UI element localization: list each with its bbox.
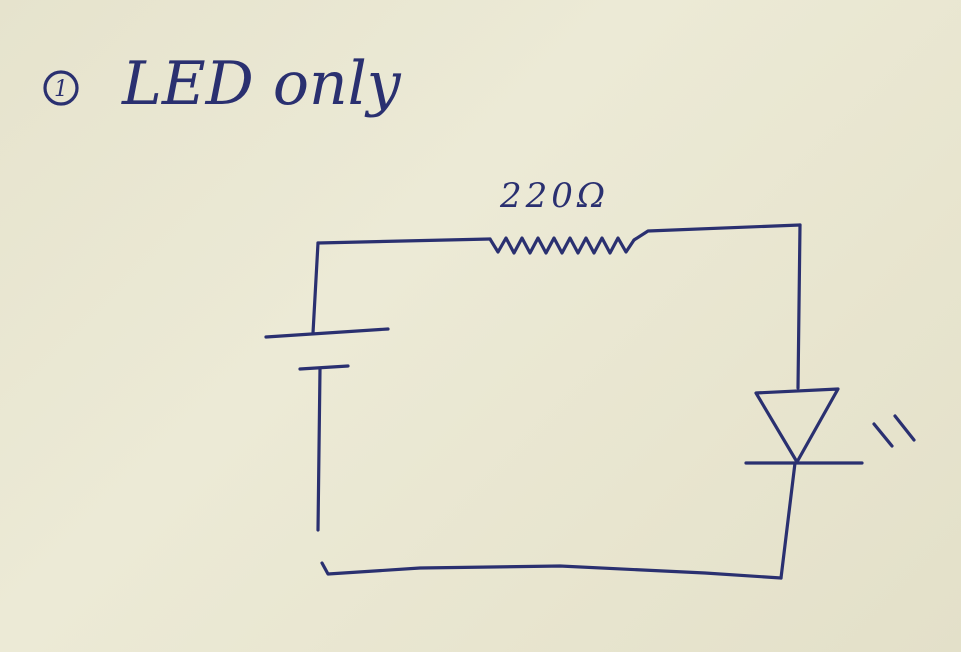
resistor-symbol <box>488 236 636 255</box>
wire-right-lower <box>779 461 797 580</box>
led-triangle <box>754 387 840 464</box>
resistor-label: 220Ω <box>499 176 609 216</box>
battery-short-plate <box>298 364 350 371</box>
led-emission-mark-2 <box>893 414 916 442</box>
wire-top-right <box>632 223 802 242</box>
heading-number-badge <box>43 70 79 106</box>
wire-bottom <box>320 561 783 580</box>
heading-number: 1 <box>54 77 68 102</box>
wire-left-upper <box>311 241 320 335</box>
heading-number-circle <box>43 70 79 106</box>
led-emission-mark-1 <box>872 422 894 448</box>
wire-left-lower <box>316 367 322 532</box>
battery-long-plate <box>264 327 390 339</box>
wire-top-left <box>316 237 492 245</box>
wire-right-upper <box>796 223 802 390</box>
heading-title: LED only <box>121 49 402 119</box>
